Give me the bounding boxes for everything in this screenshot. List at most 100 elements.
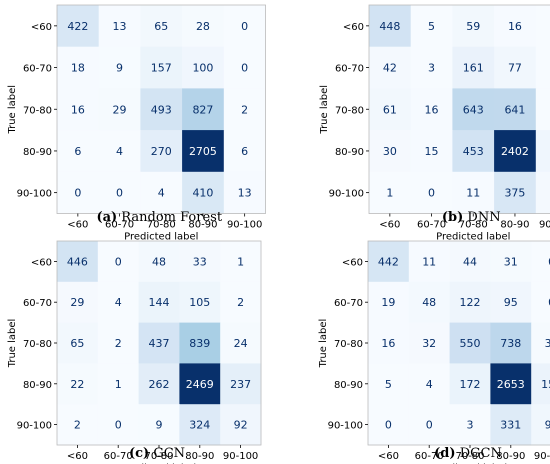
y-tick-label: <60	[31, 22, 52, 33]
matrix-cell	[452, 130, 495, 173]
x-axis-title: Predicted label	[436, 232, 510, 243]
x-tick-label: 60-70	[415, 451, 444, 462]
cell-value-label: 16	[508, 20, 522, 33]
cell-value-label: 437	[149, 337, 170, 350]
matrix-cell	[182, 46, 225, 89]
cell-value-label: 2	[74, 419, 81, 432]
x-tick-label: 70-80	[455, 451, 484, 462]
matrix-cell	[57, 241, 99, 283]
y-tick-label: 90-100	[17, 421, 52, 432]
matrix-cell	[535, 88, 550, 131]
cell-value-label: 95	[504, 296, 518, 309]
cell-value-label: 453	[463, 145, 484, 158]
cell-value-label: 422	[67, 20, 88, 33]
y-tick-label: 70-80	[334, 339, 363, 350]
y-tick-label: 60-70	[23, 298, 52, 309]
matrix-cell	[410, 130, 453, 173]
cell-value-label: 2	[237, 296, 244, 309]
matrix-cell	[494, 46, 537, 89]
y-tick-label: 90-100	[328, 421, 363, 432]
x-tick-label: 60-70	[417, 220, 446, 231]
matrix-cell	[138, 281, 180, 324]
cell-value-label: 13	[113, 20, 127, 33]
y-tick-label: 80-90	[334, 380, 363, 391]
cell-value-label: 16	[71, 103, 85, 116]
cell-value-label: 324	[189, 419, 210, 432]
matrix-cell	[368, 281, 410, 324]
cell-value-label: 100	[192, 62, 213, 75]
matrix-cell	[494, 171, 537, 214]
cell-value-label: 48	[422, 296, 436, 309]
matrix-cell	[410, 5, 453, 48]
x-tick-label: <60	[379, 220, 400, 231]
matrix-cell	[220, 404, 262, 446]
x-tick-label: 80-90	[496, 451, 525, 462]
matrix-cell	[220, 363, 262, 405]
caption-letter: (c)	[129, 446, 149, 461]
x-tick-label: 80-90	[500, 220, 529, 231]
cell-value-label: 11	[422, 255, 436, 268]
matrix-cell	[368, 322, 410, 364]
cell-value-label: 0	[428, 187, 435, 200]
y-tick-label: 70-80	[335, 105, 364, 116]
y-tick-label: 90-100	[329, 189, 364, 200]
matrix-cell	[369, 5, 412, 48]
cell-value-label: 0	[241, 20, 248, 33]
cell-value-label: 3	[467, 419, 474, 432]
matrix-cell	[220, 322, 262, 364]
matrix-cell	[220, 241, 262, 283]
matrix-cell	[98, 46, 141, 89]
matrix-cell	[223, 5, 266, 48]
cell-value-label: 448	[379, 20, 400, 33]
cell-value-label: 5	[428, 20, 435, 33]
matrix-cell	[140, 171, 183, 214]
matrix-cell	[531, 322, 550, 364]
matrix-cell	[98, 5, 141, 48]
cell-value-label: 550	[460, 337, 481, 350]
x-tick-label: 60-70	[104, 451, 133, 462]
matrix-cell	[57, 322, 99, 364]
confusion-matrix-panel: 442 11 44 31 0 19 48 122 95 0 16 32 550 738 31 5 4 172 265…	[318, 240, 550, 464]
cell-value-label: 28	[196, 20, 210, 33]
matrix-cell	[490, 363, 532, 405]
cell-value-label: 92	[234, 419, 248, 432]
y-tick-label: 60-70	[23, 64, 52, 75]
matrix-cell	[97, 322, 140, 364]
matrix-cell	[179, 281, 221, 324]
matrix-cell	[179, 363, 221, 405]
cell-value-label: 9	[116, 62, 123, 75]
matrix-cell	[138, 241, 180, 283]
cell-value-label: 410	[192, 187, 213, 200]
y-tick-label: 80-90	[23, 380, 52, 391]
cell-value-label: 13	[238, 187, 252, 200]
x-tick-label: 90-100	[534, 451, 550, 462]
cell-value-label: 29	[113, 103, 127, 116]
cell-value-label: 1	[237, 255, 244, 268]
x-axis-title: Predicted label	[124, 232, 198, 243]
cell-value-label: 2653	[497, 378, 525, 391]
matrix-cell	[220, 281, 262, 324]
cell-value-label: 65	[154, 20, 168, 33]
cell-value-label: 32	[422, 337, 436, 350]
cell-value-label: 738	[500, 337, 521, 350]
cell-value-label: 237	[230, 378, 251, 391]
cell-value-label: 16	[381, 337, 395, 350]
cell-value-label: 15	[425, 145, 439, 158]
matrix-cell	[531, 241, 550, 283]
matrix-cell	[140, 88, 183, 131]
matrix-cell	[408, 363, 451, 405]
cell-value-label: 0	[241, 62, 248, 75]
matrix-cell	[140, 130, 183, 173]
matrix-cell	[408, 404, 451, 446]
x-tick-label: 80-90	[188, 220, 217, 231]
matrix-cell	[223, 171, 266, 214]
cell-value-label: 0	[115, 419, 122, 432]
cell-value-label: 0	[548, 296, 550, 309]
y-tick-label: 80-90	[335, 147, 364, 158]
matrix-cell	[57, 171, 100, 214]
matrix-cell	[57, 88, 100, 131]
cell-value-label: 59	[466, 20, 480, 33]
matrix-cell	[97, 363, 140, 405]
cell-value-label: 0	[115, 255, 122, 268]
